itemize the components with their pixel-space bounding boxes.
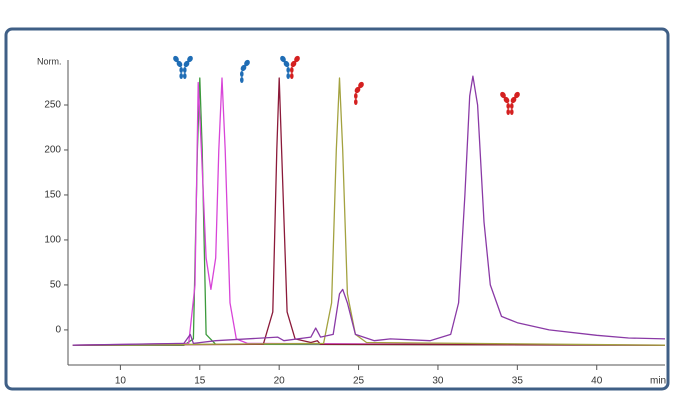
y-axis-label: Norm.	[37, 56, 62, 66]
y-tick-label: 200	[44, 145, 61, 156]
series-line	[72, 75, 666, 346]
y-tick-label: 150	[44, 190, 61, 201]
x-tick-label: 10	[115, 376, 127, 387]
plot-area: 0 50 100 150 200 250 10 15 20 25 30 35 40	[44, 60, 666, 387]
x-tick-label: 25	[353, 376, 365, 387]
series-line	[72, 77, 666, 346]
x-tick-label: 15	[194, 376, 206, 387]
x-tick-label: 40	[591, 376, 603, 387]
series-line	[72, 77, 666, 346]
y-tick-label: 50	[50, 280, 62, 291]
series-line	[72, 77, 666, 346]
x-tick-label: 20	[274, 376, 286, 387]
x-tick-label: 35	[512, 376, 524, 387]
y-tick-label: 0	[55, 325, 61, 336]
x-axis-label: min	[650, 376, 666, 387]
y-tick-label: 100	[44, 235, 61, 246]
y-tick-label: 250	[44, 100, 61, 111]
frame	[4, 27, 670, 391]
x-tick-label: 30	[432, 376, 444, 387]
